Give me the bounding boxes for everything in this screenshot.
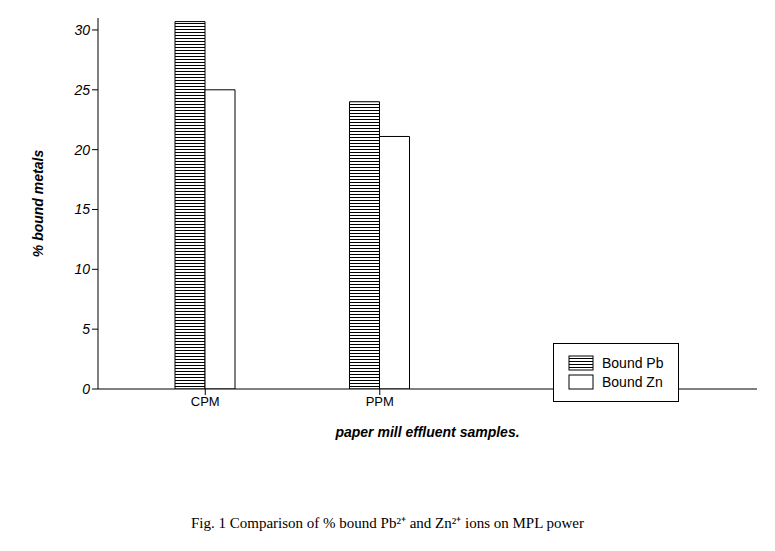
- svg-text:30: 30: [74, 22, 90, 38]
- html-text:Fig. 1 Comparison of % bound P: Fig. 1 Comparison of % bound Pb²⁺ and Zn…: [191, 515, 584, 531]
- svg-text:5: 5: [82, 321, 90, 337]
- svg-text:10: 10: [74, 261, 90, 277]
- svg-text:20: 20: [73, 142, 90, 158]
- svg-text:15: 15: [74, 201, 90, 217]
- svg-text:paper mill effluent samples.: paper mill effluent samples.: [334, 424, 519, 440]
- svg-text:25: 25: [73, 82, 90, 98]
- svg-text:% bound metals: % bound metals: [30, 150, 46, 258]
- html-text:Bound Zn: Bound Zn: [602, 374, 663, 390]
- svg-text:0: 0: [82, 381, 90, 397]
- html-text:Bound Pb: Bound Pb: [602, 355, 664, 371]
- svg-text:CPM: CPM: [191, 394, 220, 409]
- svg-text:PPM: PPM: [366, 394, 394, 409]
